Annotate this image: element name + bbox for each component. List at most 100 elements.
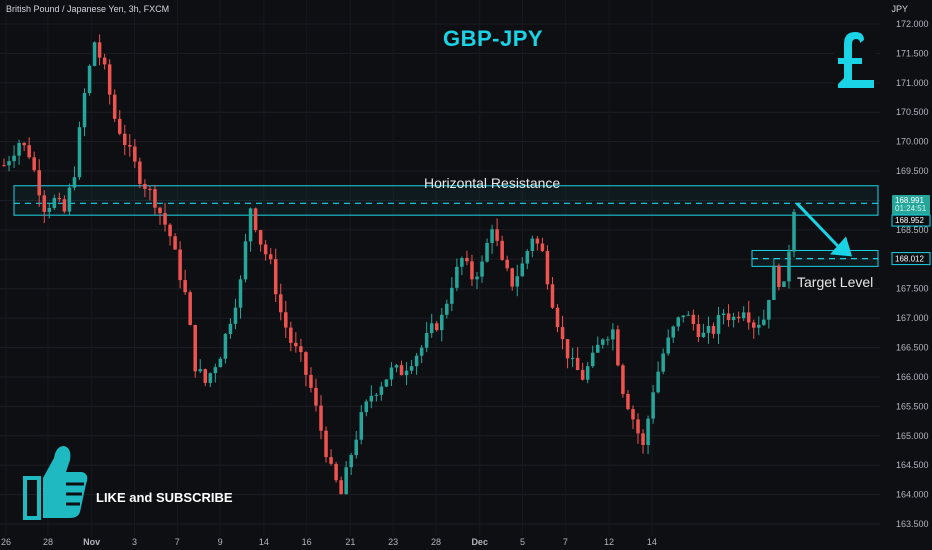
target-label: Target Level (797, 274, 874, 290)
candle-body (213, 367, 218, 374)
candle-body (178, 249, 182, 281)
candle-body (419, 347, 424, 356)
candle-body (716, 315, 721, 334)
candle-body (480, 261, 484, 277)
candle-body (606, 339, 610, 341)
candle-body (27, 145, 31, 158)
thumbs-up-icon[interactable] (20, 440, 90, 522)
candle-body (510, 268, 514, 287)
candle-body (465, 258, 469, 262)
candle-body (359, 412, 364, 440)
candle-body (243, 241, 248, 280)
candle-body (792, 211, 796, 252)
candle-body (329, 457, 333, 464)
candle-body (77, 127, 82, 178)
y-axis-bg (880, 0, 932, 550)
candle-body (746, 312, 751, 323)
candle-body (102, 57, 107, 65)
candle-body (434, 323, 439, 331)
x-tick-label: 23 (388, 537, 398, 547)
candle-body (72, 177, 77, 188)
candle-body (12, 155, 16, 162)
last-price-tag-text: 01:24:51 (895, 204, 927, 213)
candle-body (168, 224, 172, 237)
candle-body (354, 439, 358, 456)
candle-body (515, 276, 520, 287)
y-tick-label: 167.000 (896, 313, 929, 323)
candle-body (223, 333, 228, 359)
zone-price-tag (891, 214, 931, 227)
candle-body (148, 188, 152, 190)
candle-body (460, 258, 464, 267)
x-tick-label: 3 (132, 537, 137, 547)
candle-body (767, 299, 771, 320)
candle-body (253, 208, 258, 231)
candle-body (42, 195, 47, 212)
candle-body (475, 276, 479, 280)
y-tick-label: 165.000 (896, 431, 929, 441)
candle-body (621, 365, 625, 394)
candle-body (82, 93, 87, 128)
candle-body (686, 314, 691, 316)
candle-body (284, 312, 288, 328)
candle-body (601, 339, 605, 345)
candle-body (741, 312, 746, 319)
candle-body (163, 213, 167, 225)
candle-body (208, 373, 213, 383)
candle-body (711, 325, 716, 334)
candle-body (560, 327, 565, 340)
resistance-label: Horizontal Resistance (424, 175, 561, 191)
candle-body (107, 64, 112, 95)
candle-body (97, 42, 102, 58)
candle-body (263, 244, 268, 255)
candle-body (651, 392, 655, 419)
candle-body (540, 243, 545, 252)
candle-body (440, 314, 444, 331)
candle-body (289, 327, 293, 343)
candle-body (87, 65, 92, 94)
candle-body (409, 366, 414, 371)
candle-body (319, 405, 323, 431)
candle-body (228, 323, 233, 334)
x-axis-bg (0, 535, 932, 550)
candle-body (22, 142, 26, 146)
candle-body (112, 94, 117, 119)
candle-body (701, 332, 706, 337)
target-zone (751, 249, 879, 267)
candle-body (414, 355, 419, 367)
y-tick-label: 169.500 (896, 166, 929, 176)
candle-body (193, 325, 197, 372)
candle-body (133, 146, 137, 162)
candle-body (233, 307, 238, 324)
candle-body (485, 242, 489, 262)
y-tick-label: 168.500 (896, 225, 929, 235)
candle-body (158, 207, 162, 214)
resistance-zone (13, 185, 879, 216)
candle-body (611, 329, 615, 340)
x-tick-label: 14 (259, 537, 269, 547)
candle-body (198, 369, 203, 372)
chart-title: GBP-JPY (443, 26, 544, 51)
candle-body (626, 393, 630, 410)
y-tick-label: 165.500 (896, 401, 929, 411)
x-tick-label: 28 (431, 537, 441, 547)
x-tick-label: Dec (471, 537, 488, 547)
candle-body (500, 240, 504, 260)
candle-body (278, 294, 283, 313)
candle-body (47, 207, 52, 212)
candle-body (344, 467, 348, 495)
candle-body (580, 370, 585, 380)
candle-body (782, 281, 786, 287)
candle-body (565, 339, 570, 359)
candle-body (369, 395, 374, 402)
candle-body (631, 409, 635, 420)
candle-body (334, 463, 338, 481)
candle-body (339, 480, 343, 495)
x-tick-label: 7 (175, 537, 180, 547)
candle-body (445, 303, 449, 315)
candle-body (595, 344, 600, 353)
zone-price-tag-text: 168.952 (895, 216, 924, 225)
x-axis: 26 28 Nov 3 7 9 14 16 21 23 28 Dec 5 7 12 14 (0, 535, 932, 550)
y-tick-label: 163.500 (896, 519, 929, 529)
